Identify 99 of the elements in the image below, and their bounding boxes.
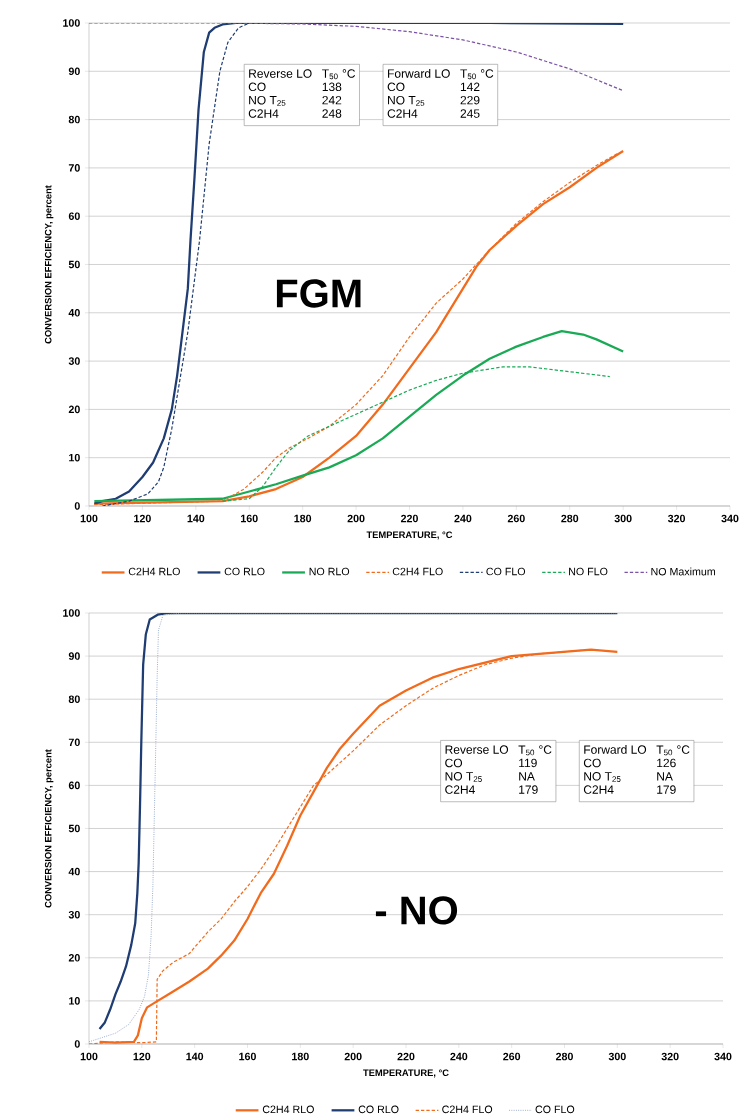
legend-label: CO RLO — [224, 567, 265, 576]
annotation: C2H4 — [445, 785, 475, 794]
annotation: C2H4 — [583, 785, 614, 794]
x-tick-label: 200 — [347, 514, 365, 523]
x-tick-label: 140 — [186, 1052, 204, 1061]
y-tick-label: 60 — [68, 781, 80, 790]
x-axis-title: TEMPERATURE, °C — [363, 1069, 449, 1078]
x-tick-label: 220 — [397, 1052, 415, 1061]
x-tick-label: 300 — [608, 1052, 626, 1061]
annotation: 138 — [322, 82, 342, 92]
legend-label: C2H4 RLO — [128, 567, 180, 576]
x-tick-label: 240 — [450, 1052, 468, 1061]
legend-label: NO RLO — [309, 567, 350, 576]
legend-label: C2H4 FLO — [442, 1105, 493, 1114]
x-tick-label: 120 — [133, 1052, 151, 1061]
annotation: FGM — [276, 279, 361, 308]
annotation: T$_{50}$ °C — [460, 69, 494, 80]
y-tick-label: 90 — [68, 67, 80, 76]
x-tick-label: 160 — [239, 1052, 256, 1061]
legend-label: CO FLO — [486, 567, 526, 576]
annotation: 126 — [657, 758, 676, 768]
annotation: CO — [387, 82, 405, 92]
y-tick-label: 20 — [68, 405, 80, 414]
annotation: 245 — [460, 109, 480, 118]
y-tick-label: 30 — [68, 357, 80, 365]
y-tick-label: 80 — [68, 115, 80, 124]
x-axis-title: TEMPERATURE, °C — [366, 531, 453, 540]
x-tick-label: 240 — [454, 514, 472, 523]
x-tick-label: 140 — [187, 514, 205, 523]
annotation: 242 — [322, 95, 342, 105]
x-tick-label: 100 — [80, 1052, 98, 1061]
line-series — [93, 330, 625, 503]
annotation: CO — [248, 82, 266, 92]
x-tick-label: 280 — [555, 1052, 573, 1061]
legend-label: CO FLO — [535, 1105, 575, 1114]
annotation: CO — [445, 758, 463, 768]
annotation: NO T$_{25}$ — [584, 772, 621, 782]
y-tick-label: 70 — [68, 738, 80, 747]
x-tick-label: 340 — [714, 1052, 732, 1061]
annotation: Reverse LO — [445, 745, 509, 754]
annotation: 142 — [460, 82, 480, 91]
legend-label: NO FLO — [569, 567, 608, 576]
x-tick-label: 260 — [503, 1052, 521, 1061]
annotation: T$_{50}$ °C — [518, 745, 552, 756]
annotation: Forward LO — [584, 745, 647, 754]
annotation: 119 — [519, 758, 537, 768]
line-series — [89, 22, 624, 92]
y-tick-label: 80 — [68, 695, 80, 703]
x-tick-label: 160 — [241, 514, 258, 523]
x-tick-label: 180 — [292, 1052, 309, 1061]
annotation: 179 — [519, 785, 538, 794]
y-tick-label: 10 — [69, 453, 80, 462]
y-tick-label: 40 — [68, 867, 80, 876]
x-tick-label: 120 — [134, 514, 151, 523]
legend-label: C2H4 RLO — [262, 1105, 314, 1114]
annotation: NA — [657, 772, 673, 781]
x-tick-label: 340 — [721, 514, 739, 523]
y-tick-label: 100 — [63, 19, 80, 27]
y-tick-label: 10 — [69, 997, 80, 1005]
x-tick-label: 180 — [294, 514, 312, 523]
y-tick-label: 90 — [68, 652, 80, 660]
x-tick-label: 200 — [344, 1052, 362, 1061]
annotation: 248 — [322, 109, 342, 118]
annotation: T$_{50}$ °C — [656, 745, 690, 756]
x-tick-label: 220 — [400, 514, 418, 523]
legend-label: C2H4 FLO — [392, 567, 443, 576]
annotation: NO T$_{25}$ — [249, 95, 286, 106]
annotation: NO T$_{25}$ — [445, 772, 482, 782]
y-tick-label: 20 — [68, 954, 80, 962]
x-tick-label: 280 — [561, 514, 579, 523]
annotation: Forward LO — [388, 68, 450, 78]
x-tick-label: 320 — [667, 514, 686, 523]
annotation: CO — [583, 758, 601, 768]
annotation: Reverse LO — [249, 69, 312, 78]
y-axis-title: CONVERSION EFFICIENCY, percent — [44, 185, 54, 344]
y-tick-label: 0 — [74, 502, 80, 510]
x-tick-label: 300 — [614, 514, 632, 523]
annotation: - NO — [375, 896, 458, 925]
x-tick-label: 260 — [507, 514, 525, 523]
legend-label: NO Maximum — [651, 567, 716, 576]
x-tick-label: 100 — [80, 514, 98, 523]
annotation: NO T$_{25}$ — [388, 95, 425, 106]
legend-label: CO RLO — [358, 1105, 399, 1114]
x-tick-label: 320 — [661, 1052, 679, 1061]
annotation: T$_{50}$ °C — [322, 69, 356, 80]
annotation: C2H4 — [387, 109, 418, 118]
y-tick-label: 50 — [68, 824, 80, 833]
annotation: NA — [519, 772, 535, 781]
y-tick-label: 100 — [63, 609, 80, 617]
y-tick-label: 0 — [74, 1040, 80, 1048]
y-tick-label: 70 — [68, 164, 80, 172]
y-tick-label: 60 — [68, 212, 80, 220]
annotation: 229 — [460, 95, 480, 105]
y-tick-label: 30 — [68, 910, 80, 919]
y-tick-label: 50 — [68, 260, 80, 269]
annotation: C2H4 — [248, 109, 279, 118]
y-axis-title: CONVERSION EFFICIENCY, percent — [44, 749, 54, 908]
y-tick-label: 40 — [68, 309, 80, 317]
annotation: 179 — [657, 785, 676, 794]
